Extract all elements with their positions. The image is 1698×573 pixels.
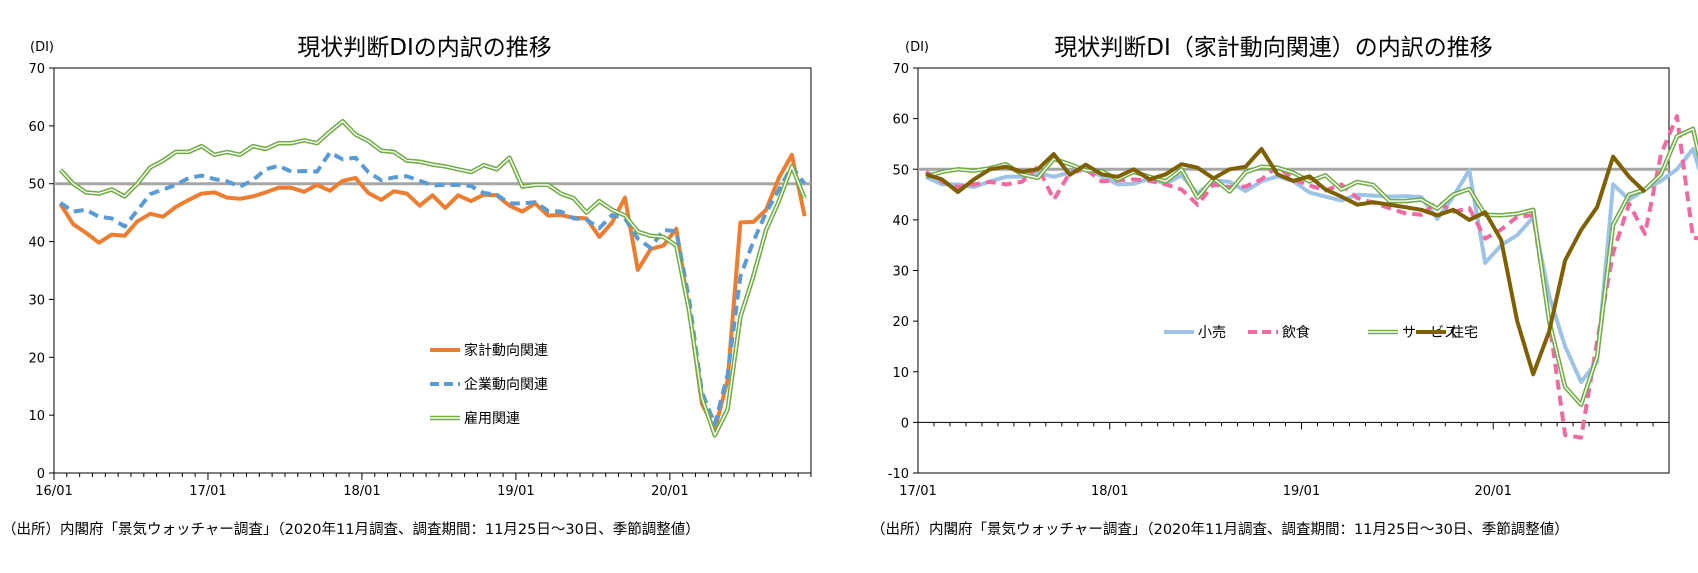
series-line-企業動向関連	[59, 150, 807, 427]
legend-label: 飲食	[1282, 324, 1310, 341]
y-tick-label: 30	[892, 265, 909, 280]
x-tick-label: 16/01	[35, 484, 72, 499]
y-tick-label: 50	[28, 178, 45, 193]
series-line-家計動向関連	[58, 152, 807, 432]
x-tick-label: 20/01	[651, 484, 688, 499]
y-tick-label: 40	[28, 236, 45, 251]
legend-label: 住宅	[1450, 325, 1478, 341]
x-tick-label: 19/01	[497, 484, 534, 499]
x-tick-label: 20/01	[1474, 484, 1511, 499]
y-tick-label: 0	[37, 467, 45, 482]
y-tick-label: 60	[892, 113, 909, 128]
y-tick-label: -10	[888, 467, 909, 482]
legend-label: 家計動向関連	[464, 342, 548, 359]
y-unit-label: (DI)	[905, 40, 929, 55]
x-tick-label: 17/01	[899, 484, 936, 499]
y-tick-label: 50	[892, 163, 909, 178]
source-note: （出所）内閣府「景気ウォッチャー調査」（2020年11月調査、調査期間：11月2…	[2, 522, 700, 538]
y-unit-label: (DI)	[30, 40, 54, 55]
x-tick-label: 18/01	[343, 484, 380, 499]
series-line-雇用関連	[58, 118, 807, 438]
y-tick-label: 70	[28, 62, 45, 77]
chart-title: 現状判断DIの内訳の推移	[297, 35, 552, 61]
series-line-飲食	[924, 114, 1698, 440]
source-note: （出所）内閣府「景気ウォッチャー調査」（2020年11月調査、調査期間：11月2…	[871, 522, 1569, 538]
legend-label: 雇用関連	[464, 410, 520, 427]
legend-label: 企業動向関連	[464, 376, 548, 393]
y-tick-label: 40	[892, 214, 909, 229]
x-tick-label: 18/01	[1091, 484, 1128, 499]
series-line-雇用関連-inner	[59, 120, 806, 437]
line-chart-left: 0 10 20 30 40 50 60 70 16/01 17/01 18/01 19/01 20/01…	[28, 62, 812, 499]
plot-area-frame	[917, 67, 1670, 474]
y-tick-label: 60	[28, 120, 45, 135]
chart-title: 現状判断DI（家計動向関連）の内訳の推移	[1054, 35, 1493, 61]
chart-panel-left: 現状判断DIの内訳の推移 (DI) 0 10 20 30 40 50 60 70 16/01 17…	[2, 35, 812, 538]
chart-panel-right: 現状判断DI（家計動向関連）の内訳の推移 (DI) -10 0 10 20 30 40 50…	[849, 0, 1698, 573]
y-tick-label: 10	[28, 409, 45, 424]
plot-area-frame	[53, 67, 812, 474]
line-chart-right: -10 0 10 20 30 40 50 60 70 17/01 18/01 19/01 20/01 小売…	[888, 62, 1698, 499]
y-tick-label: 10	[892, 366, 909, 381]
y-tick-label: 0	[901, 416, 909, 431]
y-tick-label: 30	[28, 293, 45, 308]
y-tick-label: 70	[892, 62, 909, 77]
legend-label: 小売	[1198, 325, 1226, 341]
x-tick-label: 17/01	[189, 484, 226, 499]
series-line-小売	[925, 147, 1698, 384]
y-tick-label: 20	[28, 351, 45, 366]
series-line-住宅	[925, 147, 1647, 377]
x-tick-label: 19/01	[1283, 484, 1320, 499]
y-tick-label: 20	[892, 315, 909, 330]
